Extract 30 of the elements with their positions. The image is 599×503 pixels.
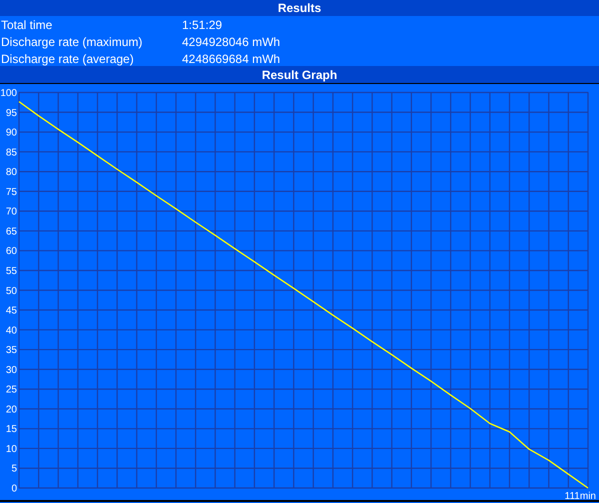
y-tick-label: 60: [6, 246, 18, 258]
text: Discharge rate (average): [1, 52, 134, 66]
y-tick-label: 95: [6, 108, 18, 119]
text: Results: [278, 1, 322, 15]
y-tick-label: 65: [6, 226, 18, 238]
y-tick-label: 25: [6, 384, 18, 396]
text: 1:51:29: [182, 18, 222, 32]
text: 111min: [564, 491, 596, 502]
y-tick-label: 30: [6, 364, 18, 376]
y-tick-label: 0: [11, 484, 18, 494]
y-tick-label: 45: [6, 306, 18, 317]
y-tick-label: 70: [6, 206, 18, 218]
y-tick-label: 55: [6, 266, 18, 277]
y-tick-label: 35: [6, 345, 18, 356]
y-tick-label: 50: [6, 286, 18, 297]
text: 4248669684 mWh: [182, 52, 280, 66]
y-tick-label: 85: [6, 147, 18, 158]
y-tick-label: 75: [6, 186, 18, 198]
y-tick-label: 80: [6, 167, 18, 178]
chart-title: Result Graph: [262, 68, 338, 82]
y-tick-label: 40: [6, 325, 18, 336]
y-tick-label: 90: [6, 128, 18, 139]
text: Total time: [1, 18, 53, 32]
y-tick-label: 20: [6, 404, 18, 416]
y-tick-label: 5: [11, 464, 18, 475]
text: Discharge rate (maximum): [1, 35, 142, 49]
y-tick-label: 10: [6, 444, 18, 455]
text: 4294928046 mWh: [182, 35, 280, 49]
y-tick-label: 15: [6, 424, 18, 436]
y-tick-label: 100: [0, 88, 18, 99]
